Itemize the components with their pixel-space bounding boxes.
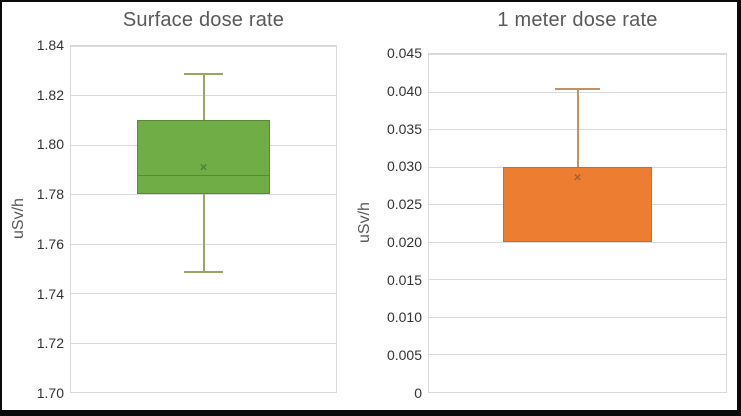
lower-whisker-cap — [183, 270, 224, 273]
y-tick-label: 0.025 — [386, 196, 422, 213]
y-tick-label: 0.045 — [386, 45, 422, 61]
y-tick-label: 0.030 — [386, 158, 422, 175]
y-tick-label: 1.78 — [36, 186, 64, 203]
mean-marker: × — [573, 169, 582, 185]
gridline — [71, 392, 336, 393]
y-tick-label: 1.70 — [36, 385, 64, 401]
y-tick-label: 0.010 — [386, 309, 422, 326]
y-tick-label: 0.020 — [386, 233, 422, 250]
gridline — [71, 342, 336, 344]
gridline — [71, 293, 336, 295]
chart-title: Surface dose rate — [122, 9, 285, 31]
upper-whisker-line — [202, 73, 205, 121]
mean-marker: × — [199, 159, 208, 175]
y-tick-label: 1.80 — [36, 136, 64, 153]
plot-area: × — [70, 45, 337, 393]
y-axis-ticks: 0.045 0.040 0.035 0.030 0.025 0.020 0.015 0.010… — [380, 45, 422, 401]
chart-title: 1 meter dose rate — [497, 9, 658, 31]
y-tick-label: 0.035 — [386, 120, 422, 137]
y-axis-label: uSv/h — [356, 202, 373, 244]
plot-area: × — [428, 53, 727, 393]
y-tick-label: 0.040 — [386, 82, 422, 99]
box — [503, 166, 652, 242]
upper-whisker-cap — [183, 73, 224, 76]
y-axis-ticks: 1.84 1.82 1.80 1.78 1.76 1.74 1.72 1.70 — [18, 37, 64, 401]
y-tick-label: 1.74 — [36, 285, 64, 302]
y-tick-label: 1.76 — [36, 235, 64, 252]
gridline — [429, 392, 726, 393]
gridline — [429, 279, 726, 281]
median-line — [137, 174, 270, 176]
y-tick-label: 1.84 — [36, 37, 64, 53]
gridline — [429, 354, 726, 356]
box — [137, 120, 270, 195]
gridline — [429, 241, 726, 243]
y-tick-label: 1.72 — [36, 335, 64, 352]
y-tick-label: 1.82 — [36, 86, 64, 103]
gridline — [429, 54, 726, 55]
gridline — [429, 316, 726, 318]
y-tick-label: 0.005 — [386, 347, 422, 364]
y-tick-label: 0.015 — [386, 271, 422, 288]
gridline — [71, 46, 336, 47]
y-tick-label: 0 — [414, 385, 422, 401]
upper-whisker-line — [576, 87, 579, 167]
lower-whisker-line — [202, 194, 205, 271]
upper-whisker-cap — [555, 87, 600, 90]
